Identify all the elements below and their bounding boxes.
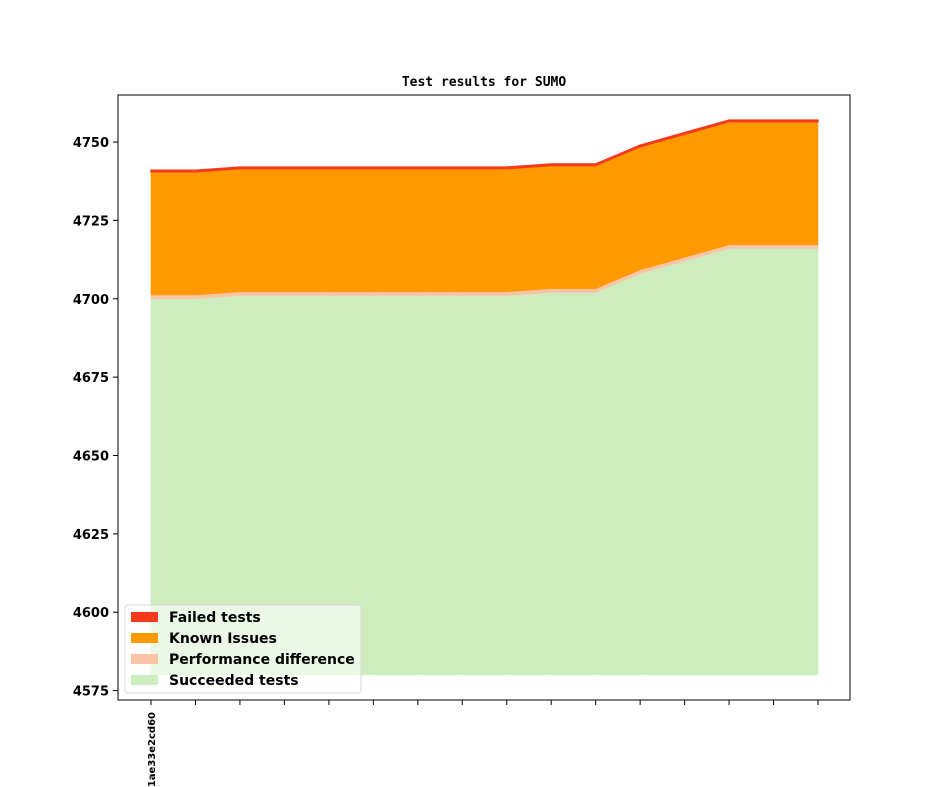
plot-frame <box>117 94 851 701</box>
chart-title: Test results for SUMO <box>402 75 567 90</box>
y-tick-label: 4750 <box>73 136 109 151</box>
legend-swatch-succeeded-tests <box>131 675 158 685</box>
legend-label-known-issues: Known Issues <box>169 631 277 647</box>
y-tick-label: 4675 <box>73 371 109 386</box>
y-axis: 4575 4600 4625 4650 4675 4700 4725 4750 <box>73 136 118 700</box>
series-areas <box>150 119 819 676</box>
legend-swatch-performance-difference <box>131 654 158 664</box>
legend-label-failed-tests: Failed tests <box>169 610 261 626</box>
x-tick-label: 1ae33e2cd60 <box>147 712 158 787</box>
y-tick-label: 4725 <box>73 214 109 229</box>
legend-label-succeeded-tests: Succeeded tests <box>169 673 299 689</box>
legend-label-performance-difference: Performance difference <box>169 652 355 668</box>
x-axis: 1ae33e2cd60 <box>147 700 819 787</box>
y-tick-label: 4650 <box>73 449 109 464</box>
y-tick-label: 4700 <box>73 293 109 308</box>
legend-swatch-known-issues <box>131 633 158 643</box>
area-failed-tests <box>150 119 819 173</box>
legend-swatch-failed-tests <box>131 612 158 622</box>
y-tick-label: 4600 <box>73 606 109 621</box>
y-tick-label: 4625 <box>73 528 109 543</box>
legend: Failed tests Known Issues Performance diff… <box>124 604 362 694</box>
y-tick-label: 4575 <box>73 685 109 700</box>
legend-box <box>124 604 362 694</box>
